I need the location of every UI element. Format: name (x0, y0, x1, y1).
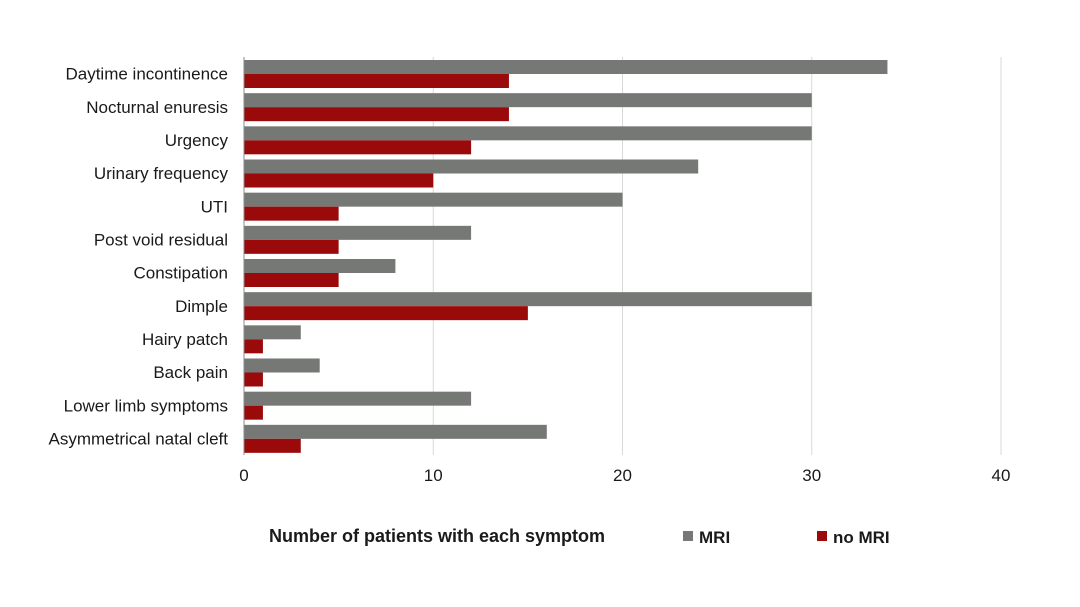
bar-no-mri-8 (244, 339, 263, 354)
x-tick-label: 0 (239, 466, 248, 485)
x-tick-label: 10 (424, 466, 443, 485)
bar-mri-10 (244, 391, 472, 406)
bar-no-mri-2 (244, 140, 472, 155)
category-label: Asymmetrical natal cleft (49, 429, 229, 448)
bar-no-mri-1 (244, 107, 509, 122)
legend-label-no-mri: no MRI (833, 528, 890, 547)
bar-no-mri-4 (244, 206, 339, 221)
x-tick-label: 20 (613, 466, 632, 485)
legend-swatch-mri (683, 531, 693, 541)
category-label: Urinary frequency (94, 164, 229, 183)
bar-mri-2 (244, 126, 812, 141)
bar-mri-8 (244, 325, 301, 340)
bars (244, 60, 888, 453)
bar-mri-4 (244, 192, 623, 207)
x-tick-label: 40 (992, 466, 1011, 485)
bar-mri-3 (244, 159, 699, 174)
bar-mri-7 (244, 292, 812, 307)
category-labels: Daytime incontinence Nocturnal enuresis Ur… (49, 65, 229, 449)
bar-no-mri-9 (244, 372, 263, 387)
x-axis-label: Number of patients with each symptom (269, 526, 605, 546)
category-label: Back pain (153, 363, 228, 382)
x-tick-label: 30 (802, 466, 821, 485)
category-label: Lower limb symptoms (64, 396, 228, 415)
category-label: Daytime incontinence (65, 65, 228, 84)
legend: MRI no MRI (683, 528, 890, 547)
legend-label-mri: MRI (699, 528, 730, 547)
bar-no-mri-3 (244, 173, 434, 188)
bar-no-mri-6 (244, 273, 339, 287)
category-label: UTI (201, 197, 228, 216)
bar-mri-5 (244, 225, 472, 240)
bar-no-mri-5 (244, 239, 339, 254)
category-label: Nocturnal enuresis (86, 98, 228, 117)
bar-mri-9 (244, 358, 320, 373)
bar-mri-1 (244, 93, 812, 108)
bar-no-mri-10 (244, 405, 263, 420)
category-label: Constipation (133, 264, 228, 283)
bar-no-mri-7 (244, 306, 528, 321)
gridlines (432, 57, 1002, 455)
legend-swatch-no-mri (817, 531, 827, 541)
bar-mri-6 (244, 259, 396, 273)
bar-mri-0 (244, 60, 888, 74)
bar-mri-11 (244, 424, 547, 439)
category-label: Urgency (165, 131, 229, 150)
x-tick-labels: 0 10 20 30 40 (239, 466, 1010, 485)
category-label: Hairy patch (142, 330, 228, 349)
bar-no-mri-11 (244, 438, 301, 453)
category-label: Dimple (175, 297, 228, 316)
category-label: Post void residual (94, 230, 228, 249)
bar-no-mri-0 (244, 74, 509, 88)
